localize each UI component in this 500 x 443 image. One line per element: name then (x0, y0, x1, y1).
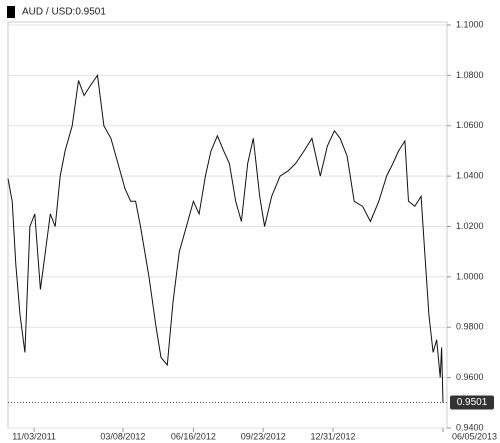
last-value-box (450, 395, 494, 410)
y-tick-label: 1.1000 (456, 19, 484, 29)
last-value-label: 0.9501 (457, 397, 488, 408)
plot-frame (7, 21, 448, 429)
x-tick-label: 09/23/2012 (241, 431, 286, 441)
chart-title: AUD / USD:0.9501 (22, 7, 106, 18)
y-tick-label: 0.9400 (456, 422, 484, 432)
title-marker (7, 6, 15, 18)
price-line (7, 74, 444, 403)
x-tick-label: 06/05/2013 (452, 431, 497, 441)
x-tick-label: 11/03/2011 (12, 431, 56, 441)
y-tick-label: 1.0200 (456, 221, 484, 231)
y-tick-label: 1.0400 (456, 171, 484, 181)
y-tick-label: 0.9600 (456, 372, 484, 382)
y-tick-label: 1.0800 (456, 70, 484, 80)
y-tick-label: 1.0600 (456, 120, 484, 130)
x-tick-label: 06/16/2012 (171, 431, 216, 441)
y-tick-label: 1.0000 (456, 271, 484, 281)
y-tick-label: 0.9800 (456, 322, 484, 332)
x-tick-label: 03/08/2012 (100, 431, 145, 441)
x-tick-label: 12/31/2012 (310, 431, 355, 441)
